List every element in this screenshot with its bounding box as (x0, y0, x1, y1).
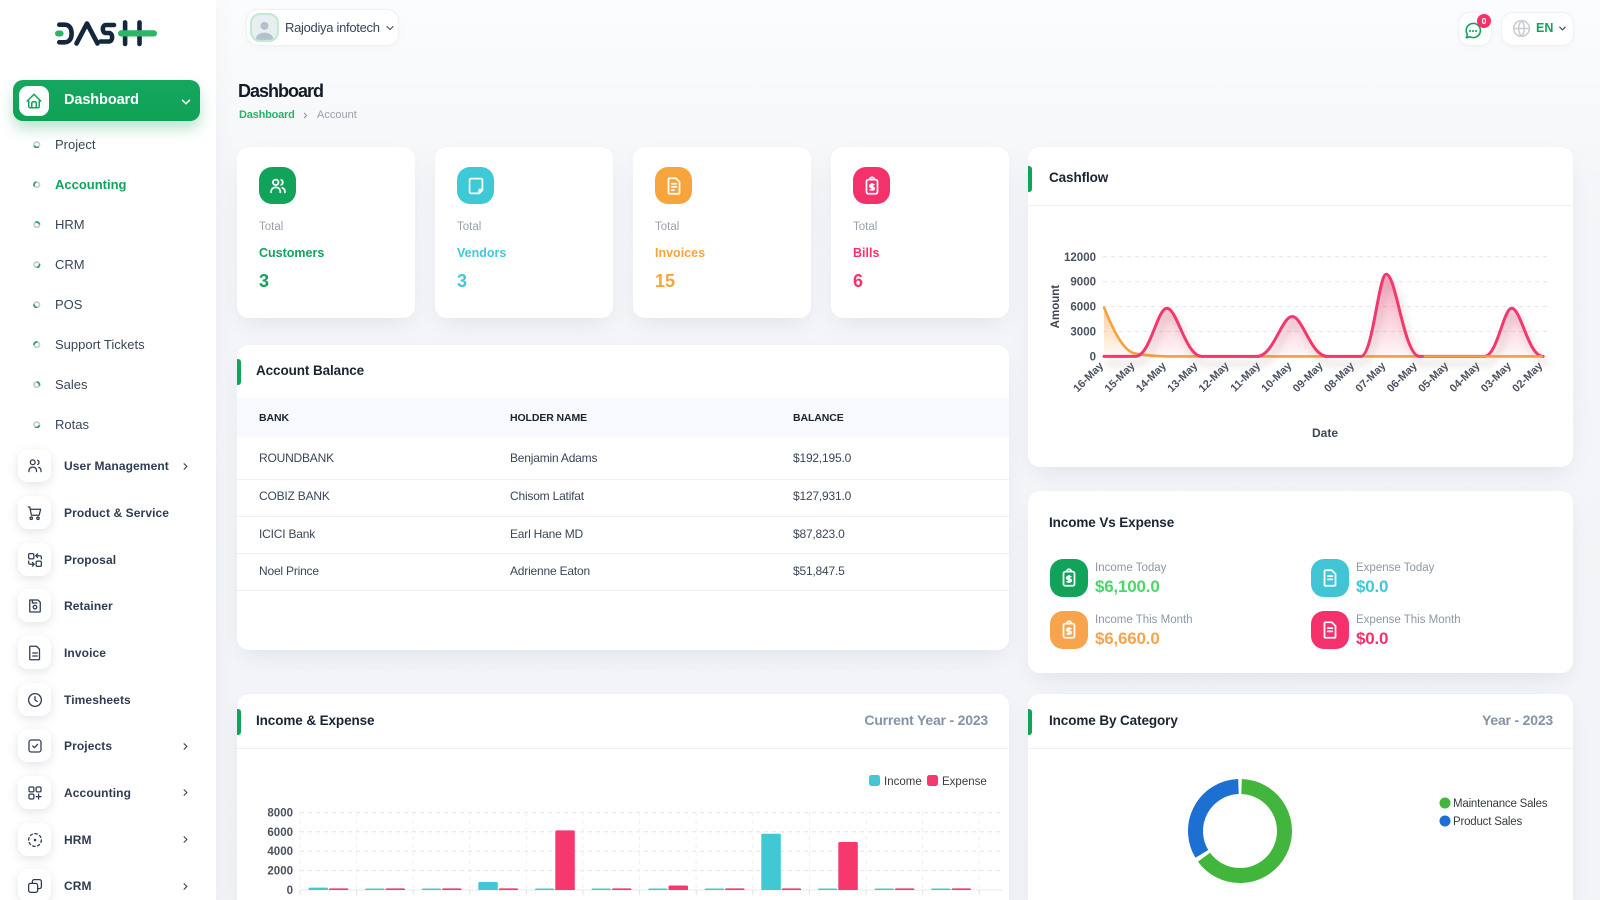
svg-text:Income: Income (884, 776, 922, 788)
svg-text:12-May: 12-May (1197, 359, 1232, 394)
svg-text:12000: 12000 (1064, 252, 1096, 264)
svg-text:6000: 6000 (1070, 302, 1096, 314)
svg-text:05-May: 05-May (1416, 359, 1451, 394)
svg-text:09-May: 09-May (1291, 359, 1326, 394)
svg-text:0: 0 (287, 885, 293, 897)
svg-text:10-May: 10-May (1259, 359, 1294, 394)
svg-text:11-May: 11-May (1228, 359, 1263, 394)
svg-text:Maintenance Sales: Maintenance Sales (1453, 798, 1548, 810)
svg-text:3000: 3000 (1070, 327, 1096, 339)
svg-text:02-May: 02-May (1510, 359, 1545, 394)
svg-text:Expense: Expense (942, 776, 987, 788)
svg-text:Date: Date (1312, 426, 1338, 440)
svg-text:8000: 8000 (267, 807, 293, 819)
svg-text:4000: 4000 (267, 846, 293, 858)
svg-text:6000: 6000 (267, 827, 293, 839)
svg-text:07-May: 07-May (1354, 359, 1389, 394)
svg-text:03-May: 03-May (1479, 359, 1514, 394)
svg-text:2000: 2000 (267, 866, 293, 878)
svg-text:0: 0 (1090, 351, 1096, 363)
svg-text:06-May: 06-May (1385, 359, 1420, 394)
svg-text:14-May: 14-May (1134, 359, 1169, 394)
svg-text:Amount: Amount (1050, 285, 1062, 329)
svg-text:15-May: 15-May (1103, 359, 1138, 394)
svg-text:16-May: 16-May (1071, 359, 1106, 394)
svg-text:9000: 9000 (1070, 277, 1096, 289)
svg-text:04-May: 04-May (1448, 359, 1483, 394)
svg-text:Product Sales: Product Sales (1453, 816, 1522, 828)
svg-text:08-May: 08-May (1322, 359, 1357, 394)
svg-text:13-May: 13-May (1165, 359, 1200, 394)
